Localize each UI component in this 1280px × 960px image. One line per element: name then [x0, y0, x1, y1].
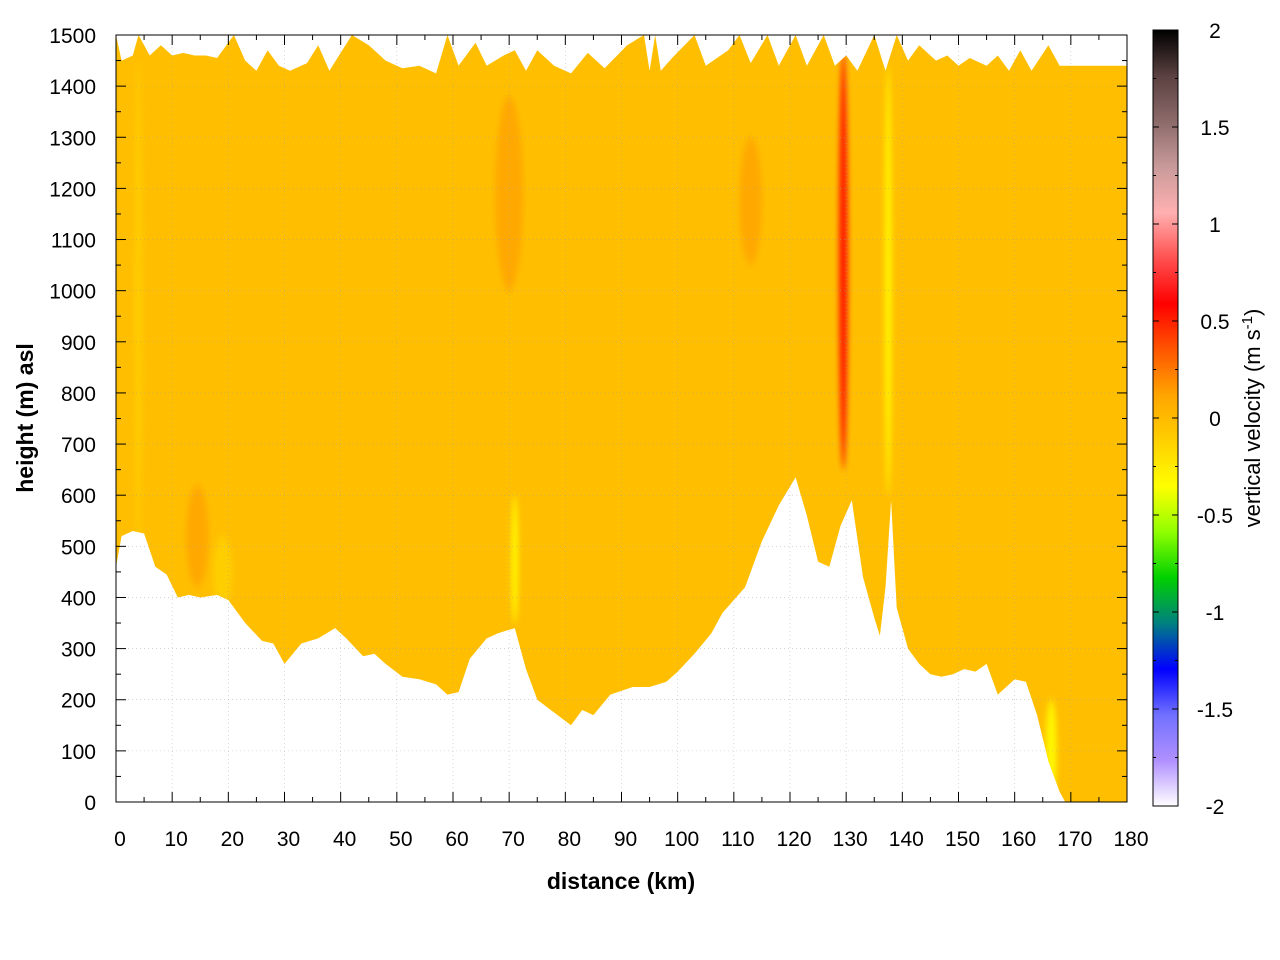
velocity-feature	[186, 484, 209, 588]
y-tick-label: 900	[61, 332, 96, 355]
x-tick-label: 70	[501, 828, 524, 851]
x-axis: 0 10 20 30 40 50 60 70 80 90 100 110 120 130 140 150 160…	[114, 35, 1149, 851]
x-tick-label: 30	[277, 828, 300, 851]
y-tick-label: 100	[61, 741, 96, 764]
x-tick-label: 140	[889, 828, 924, 851]
x-tick-label: 20	[221, 828, 244, 851]
colorbar-tick-label: -1.5	[1197, 699, 1233, 722]
velocity-feature	[511, 495, 519, 623]
velocity-feature	[135, 60, 142, 547]
field-layer	[116, 35, 1127, 802]
grid-lines	[116, 35, 1127, 802]
colorbar-title: vertical velocity (m s-1)	[1239, 309, 1266, 528]
colorbar-ticks: 2 1.5 1 0.5 0 -0.5 -1 -1.5 -2	[1153, 20, 1233, 819]
colorbar-tick-label: 0	[1209, 408, 1221, 431]
y-tick-label: 300	[61, 639, 96, 662]
x-tick-label: 10	[164, 828, 187, 851]
y-tick-label: 1300	[49, 127, 96, 150]
x-tick-label: 50	[389, 828, 412, 851]
x-tick-label: 100	[664, 828, 699, 851]
y-tick-label: 1000	[49, 281, 96, 304]
y-tick-label: 600	[61, 485, 96, 508]
y-tick-label: 800	[61, 383, 96, 406]
data-region	[116, 35, 1127, 802]
y-tick-label: 1200	[49, 178, 96, 201]
velocity-feature	[739, 137, 762, 266]
colorbar-tick-label: 2	[1209, 20, 1221, 43]
colorbar-tick-label: -0.5	[1197, 505, 1233, 528]
colorbar-title-superscript: -1	[1239, 316, 1256, 329]
x-tick-label: 180	[1113, 828, 1148, 851]
velocity-feature	[884, 65, 892, 496]
x-tick-label: 160	[1001, 828, 1036, 851]
colorbar-tick-label: -2	[1206, 796, 1225, 819]
x-tick-label: 0	[114, 828, 126, 851]
x-tick-label: 90	[614, 828, 637, 851]
y-tick-label: 0	[84, 792, 96, 815]
x-tick-label: 170	[1057, 828, 1092, 851]
y-axis-title: height (m) asl	[12, 343, 38, 493]
velocity-feature	[1045, 699, 1057, 802]
y-tick-label: 1400	[49, 76, 96, 99]
colorbar-tick-label: 1	[1209, 214, 1221, 237]
x-tick-label: 130	[833, 828, 868, 851]
feature-group	[135, 50, 1057, 802]
x-tick-label: 110	[721, 828, 754, 851]
y-tick-label: 200	[61, 690, 96, 713]
y-tick-label: 400	[61, 587, 96, 610]
colorbar: 2 1.5 1 0.5 0 -0.5 -1 -1.5 -2 vertical velocity …	[1152, 20, 1266, 819]
colorbar-tick-label: -1	[1206, 602, 1225, 625]
y-tick-label: 500	[61, 536, 96, 559]
colorbar-tick-label: 0.5	[1200, 311, 1229, 334]
x-tick-label: 60	[445, 828, 468, 851]
x-tick-label: 40	[333, 828, 356, 851]
velocity-feature	[495, 96, 524, 291]
y-tick-label: 1500	[49, 25, 96, 48]
y-tick-label: 1100	[51, 230, 96, 253]
x-axis-title: distance (km)	[547, 868, 695, 894]
x-tick-label: 80	[558, 828, 581, 851]
y-axis: 0 100 200 300 400 500 600 700 800 900 1000 1100 1200…	[49, 25, 1127, 815]
velocity-feature	[212, 536, 233, 608]
y-tick-label: 700	[61, 434, 96, 457]
x-tick-label: 120	[776, 828, 811, 851]
plot-area: 0 10 20 30 40 50 60 70 80 90 100 110 120 130 140 150 160…	[49, 25, 1148, 851]
x-tick-label: 150	[945, 828, 980, 851]
velocity-feature	[838, 50, 848, 470]
colorbar-tick-label: 1.5	[1200, 117, 1229, 140]
